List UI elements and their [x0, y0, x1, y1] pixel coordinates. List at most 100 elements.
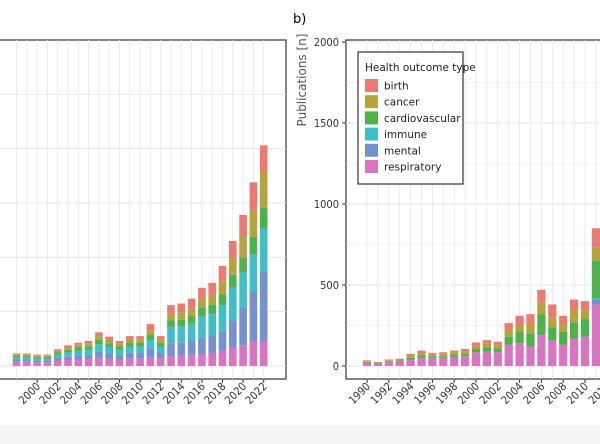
bar-cancer-2000 — [33, 355, 41, 357]
bar-cardiovascular-2001 — [43, 356, 52, 359]
bar-respiratory-2009 — [126, 358, 134, 366]
bar-respiratory-2008 — [115, 359, 124, 366]
bar-birth-2002 — [53, 349, 62, 351]
bar-cardiovascular-2007 — [548, 327, 557, 341]
x-tick-label-a: 2008 — [99, 380, 126, 407]
bar-cancer-1997 — [439, 353, 448, 357]
y-tick-label-b: 1000 — [314, 198, 339, 211]
bar-mental-1998 — [12, 359, 21, 362]
bar-immune-2006 — [95, 344, 103, 352]
bar-cardiovascular-1999 — [23, 355, 31, 358]
x-tick-label-a: 2016 — [181, 380, 208, 407]
bar-respiratory-2011 — [146, 357, 155, 366]
bar-cancer-2020 — [239, 235, 247, 258]
bar-respiratory-2014 — [177, 355, 186, 366]
legend-swatch-cardiovascular — [365, 111, 378, 125]
bar-cardiovascular-2010 — [136, 342, 144, 347]
x-tick-label-a: 2010 — [119, 380, 146, 407]
bar-respiratory-2019 — [229, 347, 237, 366]
bar-cardiovascular-2003 — [504, 336, 513, 345]
x-tick-label-b: 2012 — [586, 380, 600, 407]
bar-cancer-2010 — [580, 310, 590, 320]
bar-mental-2010 — [136, 352, 144, 359]
bar-mental-2016 — [198, 337, 206, 355]
bar-birth-1991 — [373, 361, 382, 363]
bar-birth-2006 — [537, 289, 546, 303]
bar-cancer-2004 — [74, 344, 83, 348]
legend-swatch-mental — [365, 143, 378, 157]
bar-cardiovascular-1993 — [395, 360, 404, 362]
bar-mental-2005 — [84, 355, 93, 359]
y-tick-label-b: 500 — [320, 279, 339, 292]
bar-respiratory-2013 — [167, 356, 175, 366]
bar-immune-1999 — [23, 357, 31, 360]
bar-birth-2001 — [43, 354, 52, 356]
legend-swatch-respiratory — [365, 160, 378, 173]
bar-immune-1998 — [12, 357, 21, 360]
bar-respiratory-2001 — [482, 351, 491, 366]
bar-respiratory-1994 — [406, 359, 415, 366]
bar-respiratory-2010 — [580, 336, 590, 366]
bar-cardiovascular-2003 — [64, 349, 72, 353]
bar-cancer-2008 — [115, 343, 124, 347]
bar-respiratory-2021 — [249, 341, 258, 366]
bar-immune-2019 — [229, 287, 237, 321]
bar-cardiovascular-2020 — [239, 257, 247, 273]
bar-respiratory-1992 — [384, 361, 393, 366]
x-tick-label-a: 2020 — [222, 380, 249, 407]
bar-birth-2018 — [218, 266, 227, 282]
bar-birth-2014 — [177, 303, 186, 313]
bar-cancer-1995 — [417, 353, 426, 356]
bar-mental-2019 — [229, 320, 237, 348]
bar-cardiovascular-2021 — [249, 236, 258, 255]
bar-cancer-2016 — [198, 298, 206, 308]
bar-cardiovascular-2009 — [126, 342, 134, 347]
bar-birth-2011 — [591, 228, 600, 248]
bar-cardiovascular-2006 — [537, 314, 546, 336]
bar-cancer-2003 — [504, 329, 513, 337]
x-tick-label-b: 1992 — [368, 380, 395, 407]
bar-birth-2009 — [126, 336, 134, 340]
bar-cancer-1990 — [362, 361, 372, 362]
legend-label-cancer: cancer — [384, 97, 420, 109]
bar-immune-2017 — [208, 313, 216, 336]
bar-respiratory-1990 — [362, 362, 372, 366]
bar-respiratory-1996 — [428, 357, 437, 366]
bar-cardiovascular-2005 — [84, 346, 93, 350]
bar-respiratory-2006 — [95, 358, 103, 366]
bar-cancer-2005 — [526, 323, 535, 334]
bar-cardiovascular-2016 — [198, 307, 206, 317]
bar-cancer-1998 — [450, 352, 459, 355]
bar-immune-2003 — [64, 352, 72, 357]
x-tick-label-a: 2014 — [160, 380, 187, 407]
bar-respiratory-2002 — [53, 360, 62, 366]
x-tick-label-a: 2006 — [78, 380, 105, 407]
x-tick-label-a: 2004 — [57, 380, 84, 407]
bar-cancer-1999 — [23, 354, 31, 356]
bar-cancer-2002 — [53, 350, 62, 353]
bar-cancer-1994 — [406, 355, 415, 358]
bar-cardiovascular-2008 — [115, 346, 124, 350]
bar-immune-2022 — [259, 227, 268, 272]
bar-cardiovascular-2012 — [156, 342, 165, 347]
bar-cancer-2014 — [177, 312, 186, 320]
bar-cardiovascular-2011 — [146, 335, 155, 340]
bar-respiratory-1998 — [450, 357, 459, 366]
bar-cancer-2006 — [95, 336, 103, 340]
bar-immune-2021 — [249, 254, 258, 293]
bar-respiratory-2011 — [591, 304, 600, 366]
bar-cancer-2022 — [259, 171, 268, 208]
bar-mental-2001 — [43, 360, 52, 363]
bar-mental-2011 — [146, 348, 155, 358]
bar-cancer-2001 — [482, 343, 491, 348]
bar-cancer-2003 — [64, 347, 72, 350]
bar-mental-2022 — [259, 271, 268, 342]
bar-cancer-2018 — [218, 281, 227, 295]
bar-cardiovascular-2011 — [591, 260, 600, 298]
bar-cardiovascular-2009 — [570, 322, 579, 339]
bar-birth-2012 — [156, 336, 165, 340]
bar-respiratory-2018 — [218, 350, 227, 366]
bar-birth-2005 — [526, 314, 535, 324]
legend-swatch-birth — [365, 79, 378, 92]
bar-cancer-2009 — [570, 310, 579, 323]
